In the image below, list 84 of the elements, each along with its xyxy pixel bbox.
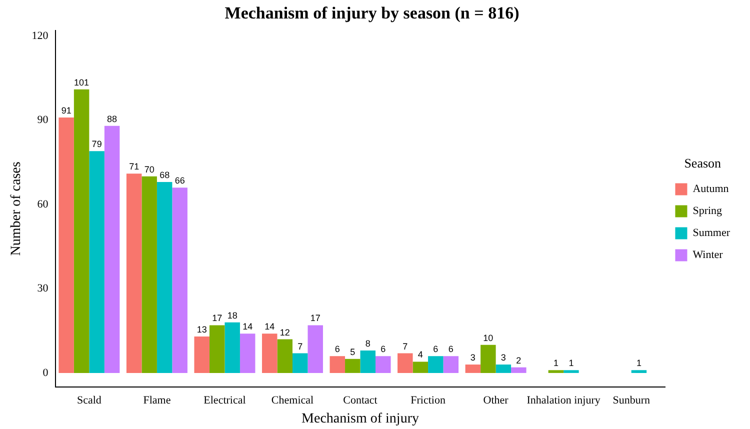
y-tick-label: 60: [37, 198, 49, 210]
data-label: 68: [160, 170, 170, 180]
data-label: 1: [568, 358, 574, 368]
bar: [511, 367, 526, 373]
bar: [631, 370, 647, 373]
x-tick-label: Other: [483, 394, 509, 406]
data-label: 12: [280, 327, 290, 338]
x-tick-label: Friction: [410, 394, 446, 406]
data-label: 10: [483, 332, 494, 343]
bar: [58, 117, 74, 373]
y-tick-label: 90: [37, 114, 49, 126]
data-label: 79: [92, 139, 102, 150]
bar: [548, 370, 564, 373]
x-tick-label: Scald: [76, 394, 102, 406]
data-label: 13: [196, 324, 207, 334]
bar: [224, 322, 240, 373]
data-label: 8: [365, 338, 370, 348]
data-label: 70: [144, 164, 154, 174]
bar: [126, 174, 142, 373]
bar: [443, 356, 459, 373]
data-label: 3: [500, 352, 506, 363]
bar: [412, 362, 428, 373]
legend-label: Winter: [692, 249, 724, 262]
bar: [345, 358, 360, 373]
x-tick-label: Inhalation injury: [526, 394, 601, 406]
bar: [142, 176, 157, 373]
y-axis-title: Number of cases: [9, 162, 24, 256]
x-axis-title: Mechanism of injury: [302, 411, 419, 426]
x-tick-label: Chemical: [271, 394, 314, 406]
data-label: 2: [516, 355, 522, 366]
bar: [308, 325, 323, 373]
bar: [156, 182, 172, 373]
bar: [428, 356, 444, 373]
data-label: 3: [470, 352, 476, 363]
bar: [564, 370, 579, 373]
bar: [104, 126, 120, 373]
bar: [292, 353, 308, 373]
data-label: 4: [418, 350, 423, 360]
data-label: 6: [334, 344, 340, 354]
data-label: 71: [129, 162, 140, 172]
data-label: 101: [74, 77, 90, 88]
legend-label: Spring: [692, 205, 723, 218]
bar: [398, 353, 413, 373]
y-tick-label: 30: [37, 282, 49, 295]
legend-label: Autumn: [692, 183, 730, 196]
data-label: 5: [350, 346, 356, 357]
data-label: 14: [242, 322, 253, 332]
legend-title: Season: [684, 156, 722, 171]
bar: [74, 89, 90, 373]
bar: [194, 336, 210, 373]
data-label: 88: [107, 114, 118, 124]
bar: [376, 356, 391, 373]
data-label: 18: [227, 310, 238, 320]
bar: [360, 350, 376, 373]
legend-label: Summer: [692, 227, 730, 240]
data-label: 6: [433, 344, 438, 354]
data-label: 6: [380, 344, 386, 354]
x-tick-label: Sunburn: [612, 394, 650, 406]
bar: [262, 334, 278, 373]
data-label: 1: [636, 358, 642, 368]
bar: [465, 364, 481, 373]
data-label: 6: [448, 344, 454, 354]
data-label: 14: [264, 322, 275, 332]
bar: [277, 339, 292, 373]
data-label: 66: [174, 176, 185, 186]
x-tick-label: Electrical: [204, 394, 246, 406]
data-label: 17: [310, 313, 320, 324]
data-label: 17: [212, 313, 222, 324]
bar: [330, 356, 346, 373]
x-tick-label: Contact: [343, 394, 378, 406]
y-tick-label: 0: [42, 366, 49, 379]
bar: [480, 344, 496, 373]
bar: [209, 325, 225, 373]
bar: [172, 188, 188, 373]
data-label: 1: [553, 358, 558, 368]
bar: [496, 364, 512, 373]
data-label: 7: [298, 341, 303, 352]
data-label: 91: [61, 105, 72, 116]
bar: [240, 334, 256, 373]
data-label: 7: [402, 341, 408, 352]
y-tick-label: 120: [32, 30, 49, 42]
chart-title: Mechanism of injury by season (n = 816): [224, 4, 520, 23]
bar: [89, 151, 104, 373]
x-tick-label: Flame: [143, 394, 171, 406]
